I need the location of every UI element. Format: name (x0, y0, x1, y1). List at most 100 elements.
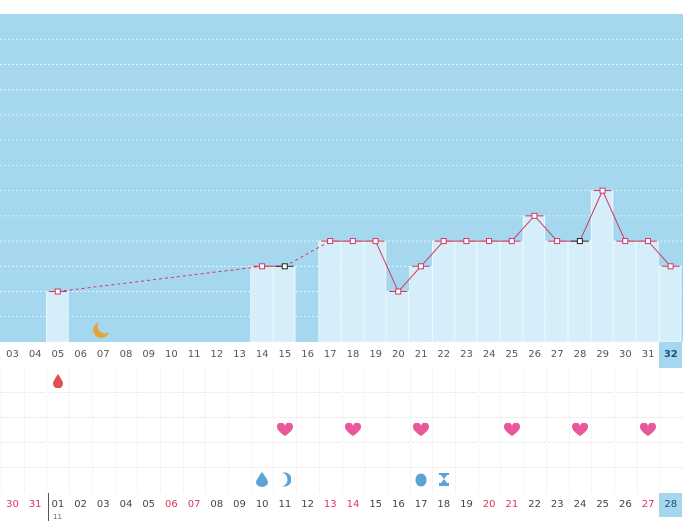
date-cell[interactable]: 18 (437, 499, 451, 510)
heart-icon[interactable] (344, 423, 361, 437)
cycle-day-cell[interactable]: 14 (255, 349, 269, 360)
chart-line-segment (602, 190, 626, 242)
cycle-day-cell[interactable]: 27 (550, 349, 564, 360)
heart-icon[interactable] (571, 423, 588, 437)
date-cell[interactable]: 10 (255, 499, 269, 510)
cycle-day-cell[interactable]: 15 (278, 349, 292, 360)
heart-icon[interactable] (412, 423, 429, 437)
grid-col-divider (591, 368, 593, 493)
date-cell[interactable]: 26 (619, 499, 632, 510)
date-cell[interactable]: 02 (74, 499, 87, 510)
cycle-day-cell[interactable]: 19 (369, 349, 383, 360)
date-cell[interactable]: 20 (482, 499, 496, 510)
red-drop-icon[interactable] (52, 374, 63, 388)
date-cell[interactable]: 06 (165, 499, 178, 510)
grid-col-divider (568, 368, 570, 493)
cycle-day-cell[interactable]: 17 (323, 349, 337, 360)
cycle-day-cell[interactable]: 20 (392, 349, 405, 360)
date-cell[interactable]: 01 (51, 499, 65, 510)
grid-col-divider (500, 368, 502, 493)
cycle-day-cell[interactable]: 03 (6, 349, 19, 360)
cycle-day-cell[interactable]: 31 (641, 349, 655, 360)
grid-col-divider (250, 368, 252, 493)
cycle-day-cell[interactable]: 06 (74, 349, 87, 360)
date-cell[interactable]: 03 (96, 499, 110, 510)
cycle-day-cell[interactable]: 11 (187, 349, 201, 360)
heart-icon[interactable] (276, 423, 293, 437)
cycle-day-cell[interactable]: 23 (460, 349, 473, 360)
grid-col-divider (23, 368, 25, 493)
cycle-day-cell[interactable]: 08 (119, 349, 133, 360)
chart-line-segment (284, 240, 331, 267)
date-cell[interactable]: 30 (6, 499, 19, 510)
date-cell[interactable]: 04 (119, 499, 133, 510)
heart-icon[interactable] (503, 423, 520, 437)
cycle-day-cell[interactable]: 22 (437, 349, 451, 360)
chart-bar (636, 240, 659, 342)
egg-icon[interactable] (415, 472, 427, 487)
chart-bar (454, 240, 478, 342)
cycle-day-cell[interactable]: 24 (482, 349, 496, 360)
date-cell[interactable]: 05 (142, 499, 156, 510)
cycle-day-cell[interactable]: 12 (210, 349, 224, 360)
grid-col-divider (613, 368, 615, 493)
grid-col-divider (636, 368, 638, 493)
date-cell[interactable]: 19 (460, 499, 473, 510)
date-cell[interactable]: 07 (187, 499, 201, 510)
chart-point (327, 238, 334, 245)
chart-point (622, 238, 629, 245)
chart-point (259, 263, 266, 270)
chart-bar (658, 266, 682, 342)
cycle-day-cell[interactable]: 30 (619, 349, 632, 360)
grid-col-divider (477, 368, 479, 493)
top-bar (0, 0, 683, 14)
water-drop-icon[interactable] (256, 472, 269, 487)
date-cell[interactable]: 31 (28, 499, 42, 510)
date-cell[interactable]: 25 (596, 499, 610, 510)
date-cell[interactable]: 11 (278, 499, 292, 510)
date-cell[interactable]: 28 (659, 493, 683, 517)
cycle-day-cell[interactable]: 28 (573, 349, 587, 360)
cycle-day-cell[interactable]: 26 (528, 349, 541, 360)
cycle-day-cell[interactable]: 07 (96, 349, 110, 360)
date-cell[interactable]: 15 (369, 499, 383, 510)
cycle-day-cell[interactable]: 29 (596, 349, 610, 360)
date-cell[interactable]: 16 (392, 499, 405, 510)
chart-point (576, 238, 583, 245)
chart-bar (46, 291, 69, 342)
date-cell[interactable]: 17 (414, 499, 428, 510)
grid-col-divider (159, 368, 161, 493)
date-cell[interactable]: 21 (505, 499, 519, 510)
cycle-day-cell[interactable]: 18 (346, 349, 360, 360)
date-cell[interactable]: 12 (301, 499, 314, 510)
cycle-day-cell[interactable]: 05 (51, 349, 65, 360)
cycle-day-cell[interactable]: 21 (414, 349, 428, 360)
heart-icon[interactable] (639, 423, 656, 437)
cycle-day-cell[interactable]: 13 (233, 349, 246, 360)
date-cell[interactable]: 23 (550, 499, 564, 510)
temperature-chart-svg (0, 38, 683, 342)
chart-line-segment (511, 215, 535, 242)
cycle-day-cell[interactable]: 09 (142, 349, 156, 360)
date-cell[interactable]: 14 (346, 499, 360, 510)
date-cell[interactable]: 09 (233, 499, 246, 510)
crescent-icon[interactable] (279, 472, 291, 487)
chart-point (667, 263, 674, 270)
cycle-day-cell[interactable]: 25 (505, 349, 519, 360)
date-cell[interactable]: 08 (210, 499, 224, 510)
chart-point (463, 238, 470, 245)
date-cell[interactable]: 27 (641, 499, 655, 510)
grid-col-divider (273, 368, 275, 493)
date-cell[interactable]: 22 (528, 499, 541, 510)
grid-col-divider (137, 368, 139, 493)
cycle-day-cell[interactable]: 32 (659, 342, 683, 368)
date-cell[interactable]: 13 (323, 499, 337, 510)
hourglass-icon[interactable] (438, 472, 450, 487)
date-cell[interactable]: 24 (573, 499, 587, 510)
cycle-day-cell[interactable]: 16 (301, 349, 314, 360)
cycle-day-cell[interactable]: 10 (165, 349, 178, 360)
cycle-day-cell[interactable]: 04 (28, 349, 42, 360)
temperature-chart (0, 14, 683, 342)
grid-col-divider (545, 368, 547, 493)
